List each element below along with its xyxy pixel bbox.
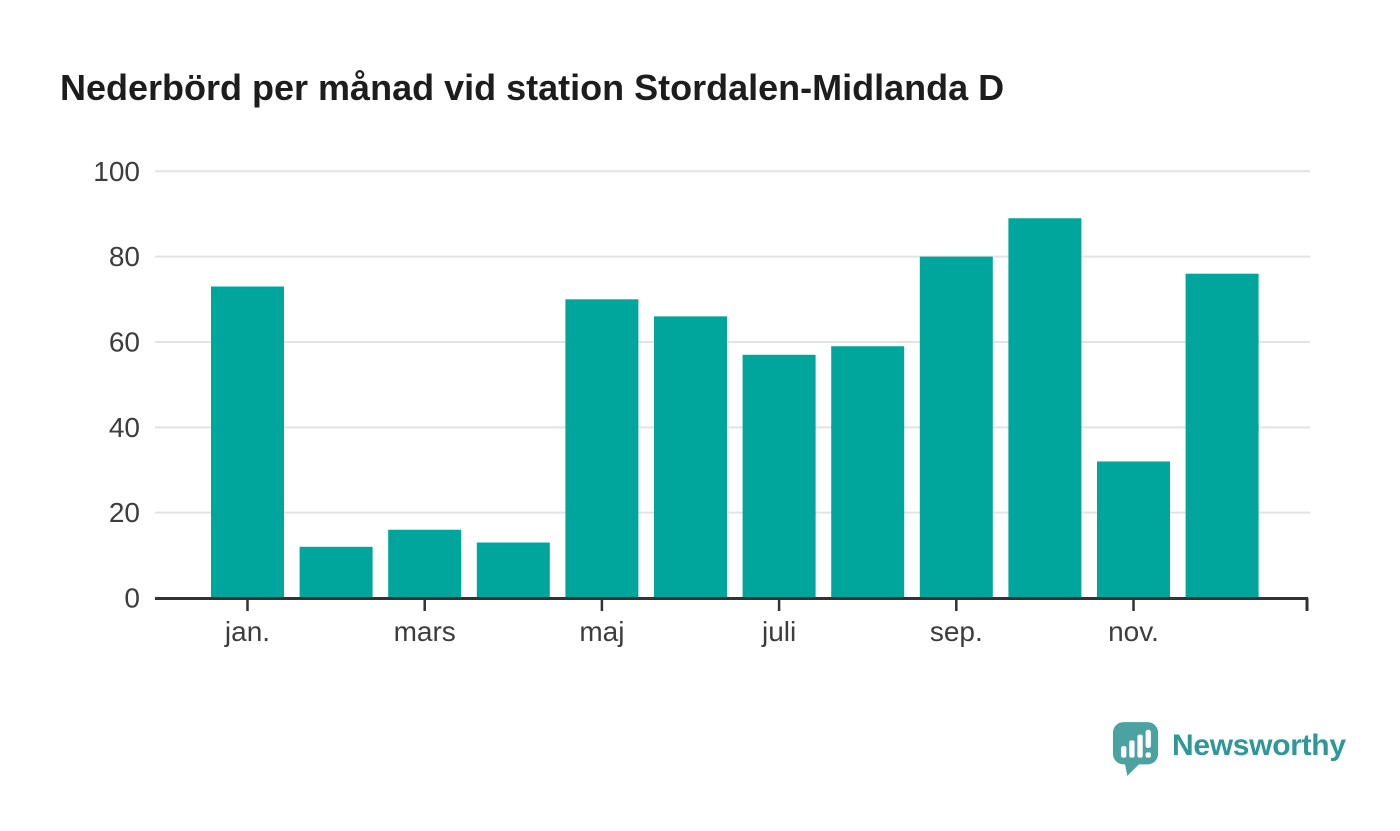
- bar-okt: [1008, 218, 1082, 598]
- logo-bubble-tail: [1124, 761, 1142, 776]
- newsworthy-branding: Newsworthy: [1112, 721, 1346, 777]
- newsworthy-logo-icon: [1112, 722, 1159, 776]
- bar-dec: [1185, 273, 1259, 598]
- y-tick-label-40: 40: [109, 412, 140, 443]
- bar-sep: [919, 256, 993, 598]
- y-tick-label-60: 60: [109, 326, 140, 357]
- bar-jan: [211, 286, 284, 598]
- bar-mars: [388, 529, 462, 598]
- chart-title: Nederbörd per månad vid station Stordale…: [60, 67, 1005, 108]
- x-tick-label-juli: juli: [761, 616, 796, 647]
- bar-juni: [654, 316, 727, 598]
- bar-aug: [831, 346, 905, 598]
- bar-feb: [299, 546, 373, 598]
- newsworthy-logo-text: Newsworthy: [1172, 729, 1346, 762]
- x-tick-label-sep: sep.: [930, 616, 983, 647]
- logo-bubble: [1112, 722, 1159, 765]
- x-tick-label-nov: nov.: [1108, 616, 1159, 647]
- x-tick-label-mars: mars: [394, 616, 456, 647]
- y-tick-label-20: 20: [109, 497, 140, 528]
- y-tick-label-100: 100: [93, 156, 140, 187]
- x-tick-label-jan: jan.: [224, 616, 270, 647]
- bar-apr: [476, 542, 550, 598]
- y-tick-label-0: 0: [124, 583, 140, 614]
- logo-mini-bar-1: [1121, 746, 1127, 758]
- logo-mini-bar-3: [1137, 734, 1143, 758]
- logo-exclamation-stem: [1145, 729, 1151, 749]
- x-tick-label-maj: maj: [579, 616, 624, 647]
- logo-exclamation-dot: [1145, 752, 1151, 758]
- bar-maj: [565, 299, 639, 598]
- bar-nov: [1097, 461, 1170, 598]
- bar-juli: [742, 354, 816, 598]
- logo-mini-bar-2: [1129, 740, 1135, 758]
- y-tick-label-80: 80: [109, 241, 140, 272]
